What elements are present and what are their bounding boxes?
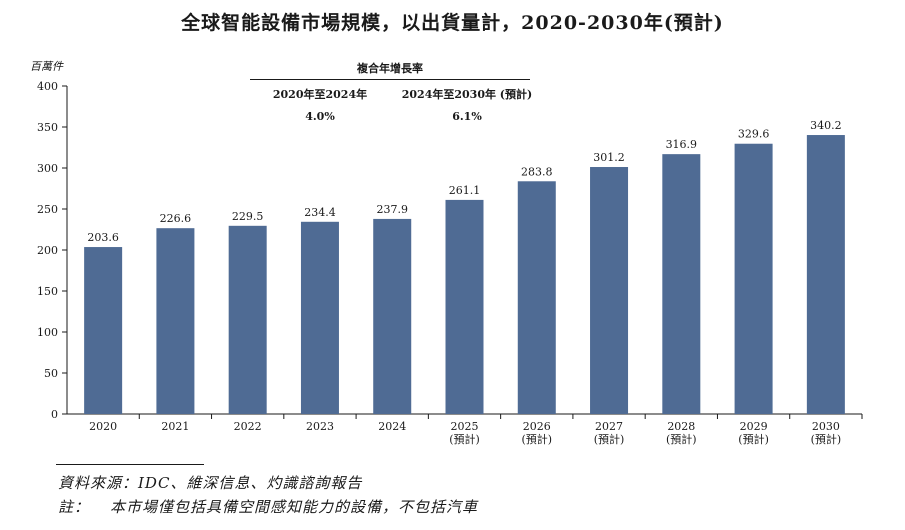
bar xyxy=(445,199,484,414)
bar xyxy=(662,154,701,414)
y-tick-label: 400 xyxy=(37,80,58,93)
y-tick-label: 50 xyxy=(44,367,58,380)
x-tick-sublabel: (預計) xyxy=(666,432,697,446)
bar-value-label: 234.4 xyxy=(304,206,336,219)
cagr-period-1-label: 2020年至2024年 xyxy=(272,88,368,101)
x-tick-sublabel: (預計) xyxy=(521,432,552,446)
bar-value-label: 203.6 xyxy=(87,231,119,244)
cagr-period-2-value: 6.1% xyxy=(452,110,482,123)
y-tick-label: 300 xyxy=(37,162,58,175)
bar xyxy=(590,167,629,414)
x-tick-sublabel: (預計) xyxy=(449,432,480,446)
bar-value-label: 340.2 xyxy=(810,119,842,132)
bar xyxy=(734,143,773,414)
x-tick-sublabel: (預計) xyxy=(594,432,625,446)
y-tick-label: 0 xyxy=(51,408,58,421)
cagr-header: 複合年增長率 xyxy=(357,62,423,75)
y-axis-unit-label: 百萬件 xyxy=(30,60,63,73)
x-tick-label: 2021 xyxy=(161,420,189,433)
x-tick-label: 2022 xyxy=(234,420,262,433)
cagr-divider xyxy=(250,79,530,80)
note-label: 註： xyxy=(58,498,91,516)
bar xyxy=(84,247,123,414)
bar xyxy=(373,218,412,414)
bar-value-label: 283.8 xyxy=(521,165,553,178)
x-tick-label: 2029 xyxy=(740,420,768,433)
cagr-period-2: 2024年至2030年 (預計) 6.1% xyxy=(387,84,547,128)
bar xyxy=(806,135,845,414)
cagr-period-1-value: 4.0% xyxy=(305,110,335,123)
chart-title: 全球智能設備市場規模，以出貨量計，2020-2030年(預計) xyxy=(181,12,724,34)
bar-value-label: 301.2 xyxy=(593,151,625,164)
bar xyxy=(228,225,267,414)
y-tick-label: 150 xyxy=(37,285,58,298)
cagr-period-2-label: 2024年至2030年 (預計) xyxy=(401,88,533,101)
y-tick-label: 250 xyxy=(37,203,58,216)
x-tick-label: 2026 xyxy=(523,420,551,433)
bar-value-label: 226.6 xyxy=(160,212,192,225)
y-tick-label: 100 xyxy=(37,326,58,339)
x-tick-label: 2030 xyxy=(812,420,840,433)
x-tick-sublabel: (預計) xyxy=(811,432,842,446)
bar-value-label: 261.1 xyxy=(449,184,481,197)
x-tick-label: 2020 xyxy=(89,420,117,433)
bar-value-label: 329.6 xyxy=(738,128,770,141)
y-tick-label: 350 xyxy=(37,121,58,134)
y-tick-label: 200 xyxy=(37,244,58,257)
note-text: 本市場僅包括具備空間感知能力的設備，不包括汽車 xyxy=(110,498,479,516)
x-tick-sublabel: (預計) xyxy=(738,432,769,446)
bar-value-label: 229.5 xyxy=(232,210,264,223)
note-footnote: 註： 本市場僅包括具備空間感知能力的設備，不包括汽車 xyxy=(58,496,478,517)
bar-value-label: 237.9 xyxy=(376,203,408,216)
bar-value-label: 316.9 xyxy=(666,138,698,151)
cagr-period-1: 2020年至2024年 4.0% xyxy=(240,84,400,128)
footnote-divider xyxy=(56,464,204,465)
x-tick-label: 2028 xyxy=(667,420,695,433)
bar xyxy=(300,221,339,414)
x-tick-label: 2024 xyxy=(378,420,406,433)
x-tick-label: 2027 xyxy=(595,420,623,433)
bar xyxy=(156,228,195,414)
bar xyxy=(517,181,556,414)
source-footnote: 資料來源：IDC、維深信息、灼識諮詢報告 xyxy=(58,474,363,492)
x-tick-label: 2023 xyxy=(306,420,334,433)
x-tick-label: 2025 xyxy=(451,420,479,433)
bar-chart: 0 50 100 150 200 250 300 350 400 203.6 2020 226.6 20… xyxy=(37,80,863,446)
